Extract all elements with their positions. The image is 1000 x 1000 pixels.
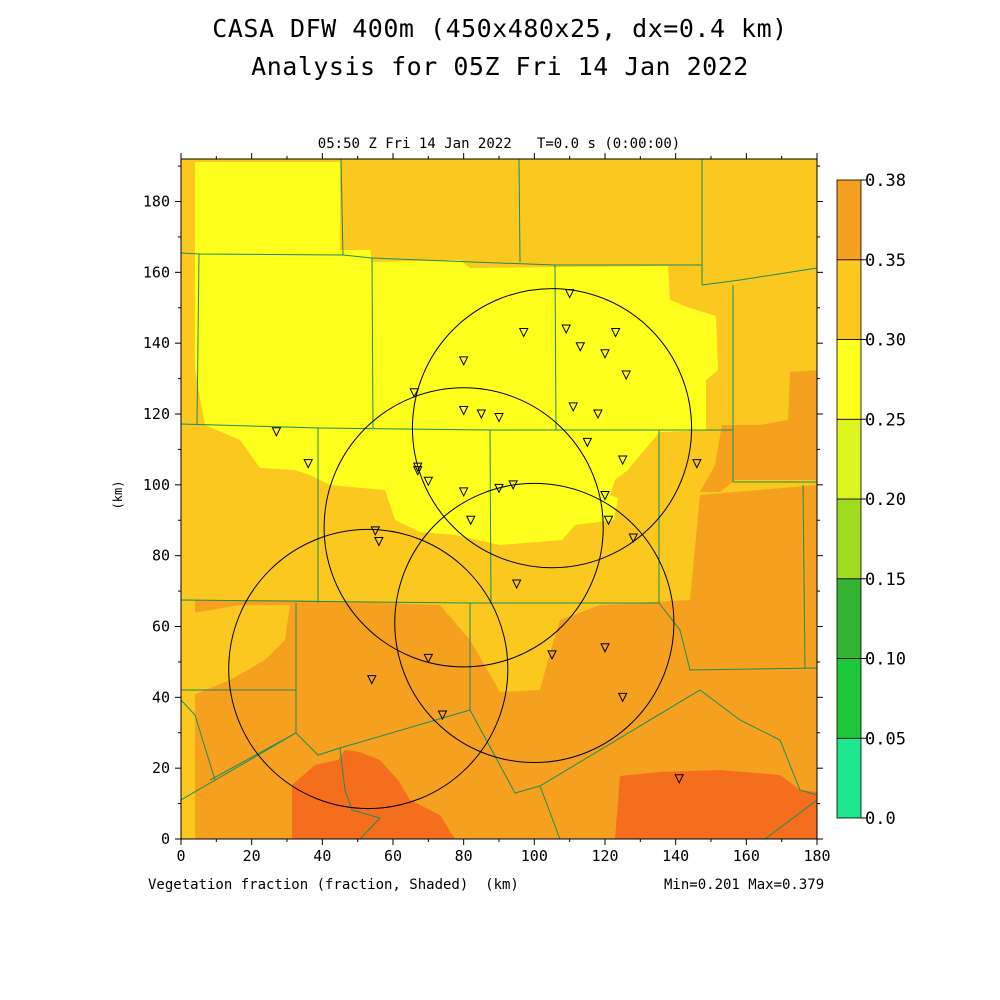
x-tick-label: 120 — [591, 847, 618, 865]
colorbar-segment — [836, 737, 862, 819]
station-marker-triangle — [628, 533, 639, 544]
colorbar-segment — [836, 339, 862, 420]
station-marker-triangle — [366, 675, 377, 685]
station-marker-triangle — [458, 405, 469, 416]
y-tick-label: 0 — [161, 830, 170, 848]
station-marker-triangle — [409, 388, 420, 398]
station-marker-triangle — [561, 324, 571, 335]
station-marker-triangle — [494, 413, 504, 423]
y-tick-label: 20 — [152, 759, 170, 777]
colorbar-label: 0.38 — [865, 171, 906, 191]
field-gold-south — [181, 605, 290, 839]
y-tick-label: 160 — [143, 263, 170, 281]
radar-ring-2 — [323, 387, 604, 668]
station-marker-triangle — [423, 653, 434, 664]
x-tick-label: 160 — [733, 847, 760, 865]
station-marker-triangle — [600, 490, 610, 501]
colorbar-label: 0.05 — [865, 729, 906, 749]
radar-ring-3 — [394, 482, 675, 764]
y-tick-label: 120 — [143, 405, 170, 423]
y-axis: 0 20 40 60 80 100 120 140 160 180 — [143, 165, 823, 848]
station-marker-triangle — [593, 409, 603, 420]
station-marker-triangle — [610, 328, 621, 338]
chart-subtitle-analysis: Analysis for 05Z Fri 14 Jan 2022 — [251, 52, 749, 81]
radar-ring-1 — [411, 288, 693, 569]
x-tick-label: 100 — [521, 847, 548, 865]
y-tick-label: 80 — [152, 547, 170, 565]
colorbar: 0.0 0.05 0.10 0.15 0.20 0.25 0.30 0.35 0.38 — [836, 171, 906, 829]
station-marker-triangle — [692, 459, 702, 469]
field-label: Vegetation fraction (fraction, Shaded) (… — [148, 877, 519, 893]
x-tick-label: 0 — [176, 847, 185, 865]
min-max-label: Min=0.201 Max=0.379 — [664, 877, 825, 893]
colorbar-label: 0.20 — [865, 490, 906, 510]
station-marker-triangle — [508, 480, 518, 490]
field-deep-orange-southeast — [615, 770, 817, 839]
x-axis: 0 20 40 60 80 100 120 140 160 180 — [176, 153, 831, 865]
field-gold-west-strip — [181, 159, 195, 839]
colorbar-label: 0.25 — [865, 410, 906, 430]
station-marker-triangle — [423, 476, 434, 487]
vegetation-field — [181, 159, 817, 839]
station-marker-triangle — [575, 342, 586, 352]
colorbar-label: 0.0 — [865, 809, 896, 829]
x-tick-label: 20 — [243, 847, 261, 865]
radar-ring-4 — [228, 528, 509, 810]
station-marker-triangle — [458, 487, 469, 498]
station-marker-triangle — [303, 459, 314, 469]
radar-rings — [228, 288, 693, 810]
station-marker-triangle — [476, 409, 487, 420]
colorbar-label: 0.30 — [865, 331, 906, 351]
station-marker-triangle — [617, 692, 628, 703]
station-marker-triangle — [370, 526, 381, 536]
colorbar-segment — [836, 179, 862, 261]
station-marker-triangle — [374, 537, 384, 547]
y-tick-label: 100 — [143, 476, 170, 494]
county-boundaries — [181, 159, 817, 839]
station-marker-triangle — [603, 515, 614, 526]
colorbar-label: 0.35 — [865, 251, 906, 271]
field-yellow-main — [195, 250, 718, 545]
station-marker-triangle — [600, 349, 610, 359]
x-tick-label: 180 — [803, 847, 830, 865]
station-marker-triangle — [621, 370, 632, 381]
y-tick-label: 180 — [143, 193, 170, 211]
station-marker-triangle — [547, 650, 557, 660]
station-marker-triangle — [600, 643, 610, 653]
colorbar-label: 0.10 — [865, 650, 906, 670]
station-marker-triangle — [518, 328, 529, 338]
station-marker-triangle — [568, 402, 579, 413]
station-marker-triangle — [412, 466, 423, 476]
colorbar-label: 0.15 — [865, 570, 906, 590]
station-markers — [271, 289, 702, 784]
y-tick-label: 140 — [143, 334, 170, 352]
colorbar-segment — [836, 418, 862, 500]
station-marker-triangle — [437, 710, 448, 721]
colorbar-segment — [836, 658, 862, 739]
station-marker-triangle — [564, 289, 575, 299]
field-deep-orange-southwest — [292, 750, 455, 839]
x-tick-label: 40 — [313, 847, 331, 865]
x-tick-label: 60 — [384, 847, 402, 865]
colorbar-segment — [836, 498, 862, 580]
station-marker-triangle — [674, 774, 685, 784]
station-marker-triangle — [511, 579, 522, 590]
x-tick-label: 80 — [455, 847, 473, 865]
valid-time-label: 05:50 Z Fri 14 Jan 2022 T=0.0 s (0:00:00… — [317, 136, 681, 152]
chart-title: CASA DFW 400m (450x480x25, dx=0.4 km) — [212, 14, 788, 43]
station-marker-triangle — [458, 356, 469, 366]
y-tick-label: 40 — [152, 688, 170, 706]
colorbar-segment — [836, 259, 862, 340]
station-marker-triangle — [617, 455, 628, 466]
colorbar-segment — [836, 578, 862, 659]
station-marker-triangle — [271, 427, 282, 437]
field-yellow-north — [195, 162, 340, 250]
station-marker-triangle — [582, 437, 593, 448]
y-tick-label: 60 — [152, 618, 170, 636]
station-marker-triangle — [465, 515, 476, 526]
x-tick-label: 140 — [662, 847, 689, 865]
station-marker-triangle — [494, 483, 504, 494]
